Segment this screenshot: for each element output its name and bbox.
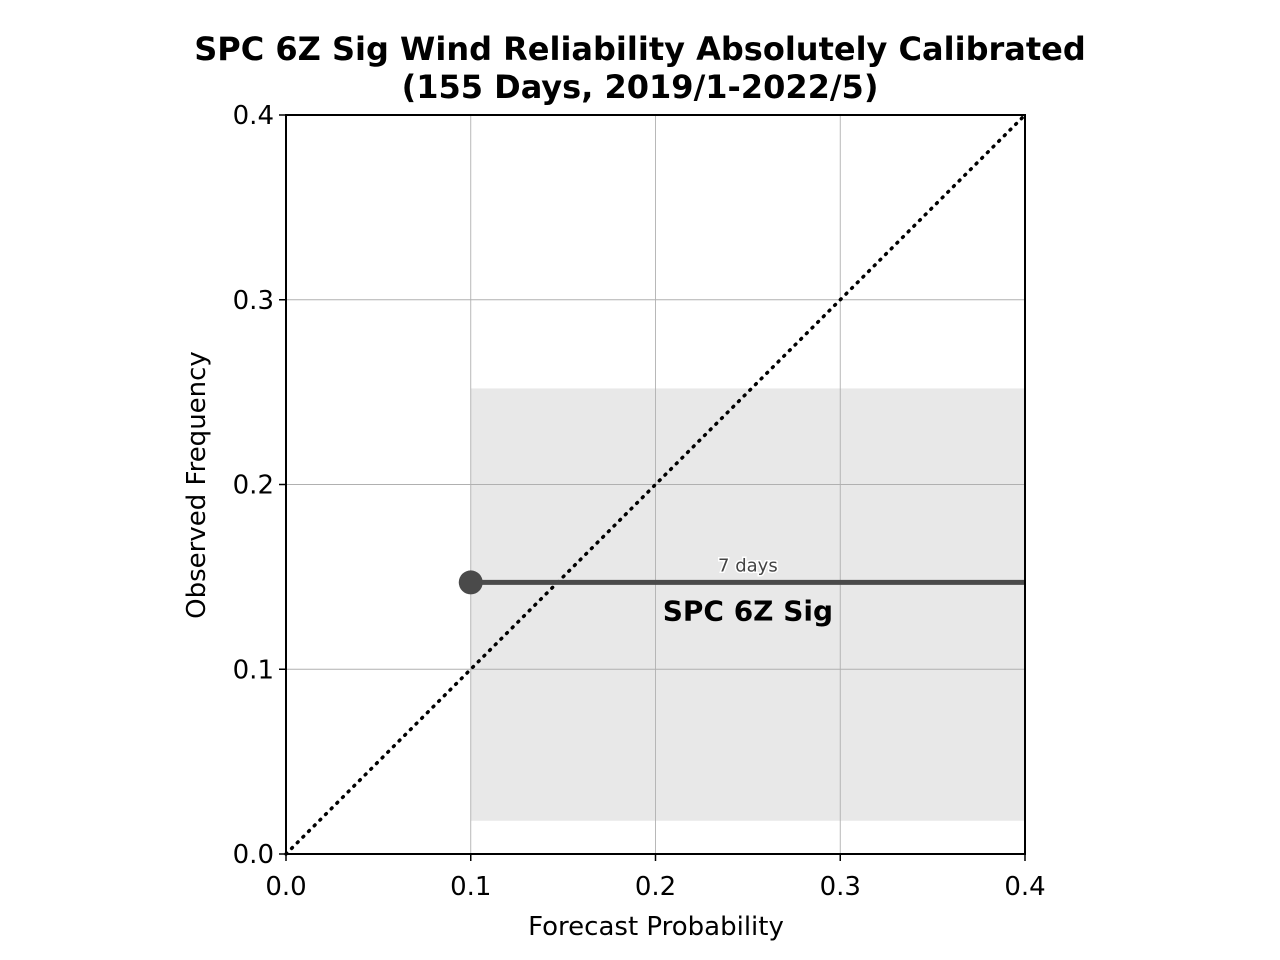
y-tick-label: 0.2 (233, 471, 274, 501)
perfect-reliability-line (284, 113, 1027, 856)
x-tick-label: 0.4 (1004, 872, 1045, 902)
x-tick-label: 0.1 (450, 872, 491, 902)
series-name-label: SPC 6Z Sig (663, 594, 833, 627)
series-point (458, 570, 483, 595)
y-tick-label: 0.4 (233, 101, 274, 131)
y-axis-label: Observed Frequency (182, 351, 212, 619)
chart-title: SPC 6Z Sig Wind Reliability Absolutely C… (194, 30, 1086, 68)
x-tick-label: 0.0 (265, 872, 306, 902)
y-tick-label: 0.3 (233, 286, 274, 316)
x-tick-label: 0.3 (820, 872, 861, 902)
confidence-band (470, 388, 1025, 821)
y-tick-label: 0.0 (233, 840, 274, 870)
chart-subtitle: (155 Days, 2019/1-2022/5) (401, 68, 879, 106)
x-tick-label: 0.2 (635, 872, 676, 902)
x-axis-label: Forecast Probability (528, 912, 784, 942)
point-count-label: 7 days (718, 555, 778, 576)
y-tick-label: 0.1 (233, 655, 274, 685)
